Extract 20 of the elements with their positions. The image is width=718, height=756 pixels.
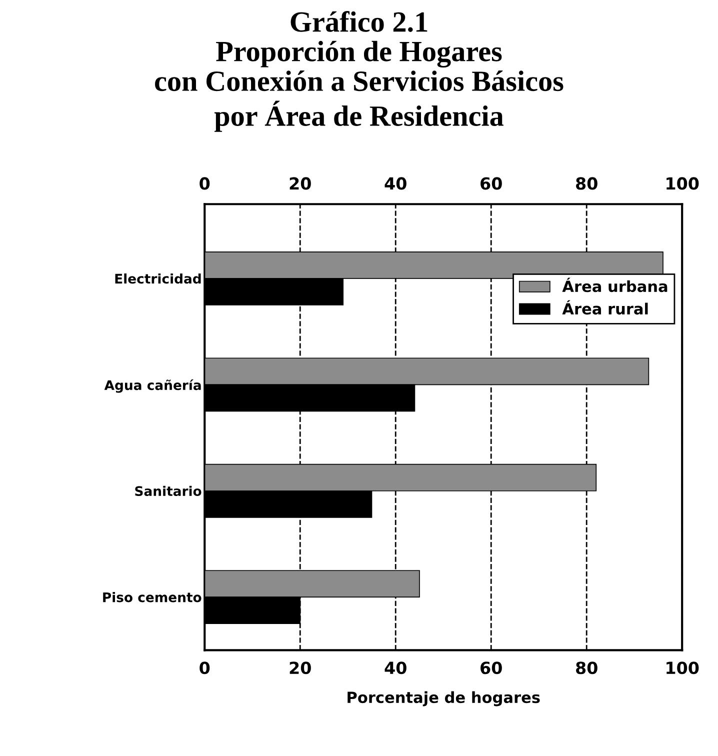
x-tick-label: 60	[480, 662, 502, 674]
x2-tick-label: 60	[480, 177, 502, 190]
x-tick-label: 100	[666, 662, 699, 674]
y-tick-label: Agua cañería	[104, 379, 201, 393]
y-tick-label: Electricidad	[115, 273, 201, 284]
x2-tick-label: 20	[290, 177, 311, 190]
y-tick-label: Sanitario	[135, 486, 202, 496]
x-tick-label: 80	[576, 662, 598, 674]
x-tick-label: 20	[290, 662, 311, 674]
x-axis-title: Porcentaje de hogares	[348, 691, 540, 706]
legend-label: Área urbana	[562, 278, 668, 292]
chart-title: Gráfico 2.1 Proporción de Hogares con Conexión a Servicios Básicos por Área de Residencia	[155, 11, 564, 132]
x2-tick-label: 40	[384, 177, 406, 190]
x-tick-label: 0	[200, 662, 210, 674]
legend-label: Área rural	[562, 300, 648, 315]
x2-tick-label: 0	[200, 177, 210, 190]
x2-tick-label: 80	[576, 177, 598, 190]
y-tick-label: Piso cemento	[103, 592, 202, 602]
x-tick-label: 40	[384, 662, 406, 674]
x2-tick-label: 100	[666, 177, 699, 190]
